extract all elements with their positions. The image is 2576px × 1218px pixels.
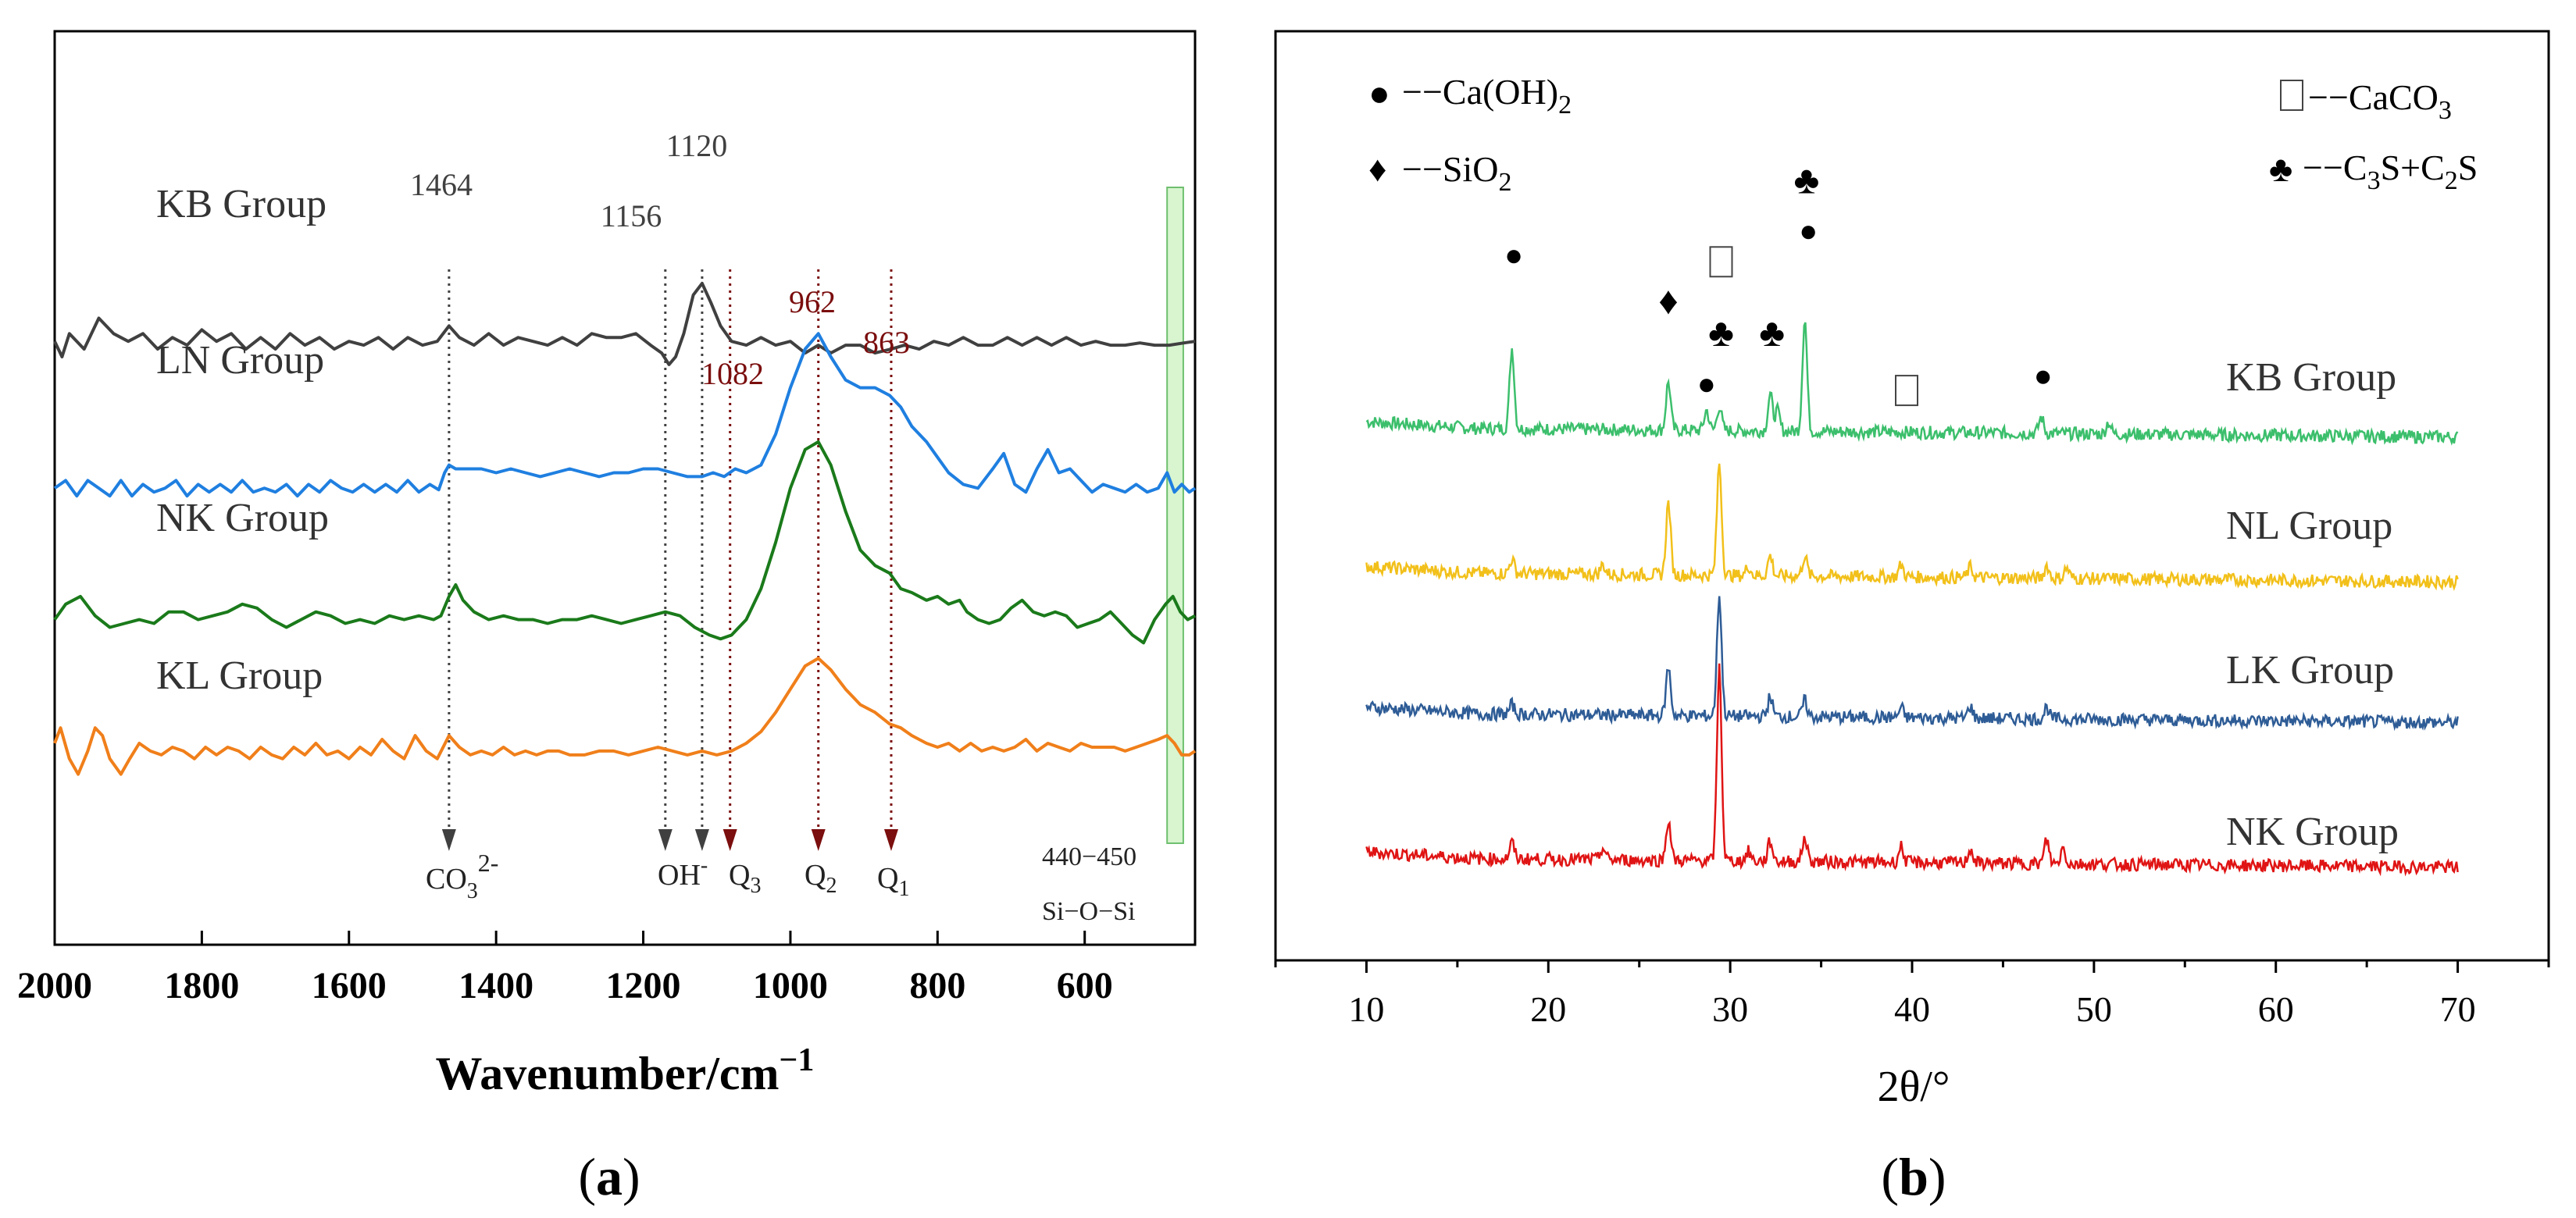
caoh2-marker-icon: ● <box>2034 358 2053 394</box>
legend-c3s-c2s: ♣ −−C3S+C2S <box>2269 148 2478 195</box>
a-tick-label-2000: 2000 <box>17 965 92 1006</box>
caco3-marker-icon <box>1709 246 1733 278</box>
a-label-kb: KB Group <box>156 182 326 226</box>
sio2-marker-icon: ♦ <box>1658 279 1679 322</box>
label-co3: CO32- <box>426 849 498 903</box>
ftir-series-ln-group <box>53 332 1197 498</box>
a-label-kl: KL Group <box>156 654 323 698</box>
svg-text:−−Ca(OH)2: −−Ca(OH)2 <box>1402 72 1572 119</box>
b-tick-label-40: 40 <box>1894 989 1930 1029</box>
peak-962: 962 <box>789 284 836 319</box>
band-marker-arrowhead-1464 <box>441 829 456 851</box>
band-marker-arrowhead-1120 <box>694 829 709 851</box>
a-tick-label-600: 600 <box>1057 965 1113 1006</box>
a-tick-label-800: 800 <box>909 965 965 1006</box>
peak-1120: 1120 <box>666 128 728 163</box>
b-label-lk: LK Group <box>2226 648 2394 693</box>
svg-text:−−CaCO3: −−CaCO3 <box>2308 77 2452 125</box>
label-q1: Q1 <box>877 862 909 901</box>
peak-863: 863 <box>863 325 910 360</box>
b-tick-label-60: 60 <box>2258 989 2294 1029</box>
legend-sio2: ♦ −−SiO2 <box>1368 149 1511 197</box>
b-label-kb: KB Group <box>2226 355 2396 400</box>
band-marker-arrowhead-962 <box>811 829 826 851</box>
label-si-group: Si−O−Si <box>1042 897 1136 926</box>
panel-a-x-ticks: 2000 1800 1600 1400 1200 1000 800 600 <box>17 931 1113 1006</box>
a-tick-label-1600: 1600 <box>312 965 387 1006</box>
c3s-c2s-marker-icon: ♣ <box>1794 158 1820 201</box>
panel-a-highlight-band <box>1166 187 1184 844</box>
a-label-nk: NK Group <box>156 496 329 540</box>
b-tick-label-10: 10 <box>1348 989 1384 1029</box>
panel-b-peak-markers: ● ♦ ● ♣ ♣ ♣ ● ● <box>1504 158 2053 407</box>
b-tick-label-20: 20 <box>1530 989 1566 1029</box>
b-tick-label-70: 70 <box>2440 989 2476 1029</box>
legend-club-symbol-icon: ♣ <box>2269 149 2292 189</box>
legend-caoh: ● −−Ca(OH)2 <box>1368 72 1572 119</box>
b-x-axis-title: 2θ/° <box>1878 1063 1950 1111</box>
band-marker-arrowhead-1170 <box>658 829 673 851</box>
ftir-series-kl-group <box>53 657 1197 776</box>
label-oh: OH- <box>658 853 708 892</box>
band-marker-arrowhead-1082 <box>722 829 737 851</box>
panel-b-caption: (b) <box>1881 1147 1946 1206</box>
a-tick-label-1000: 1000 <box>753 965 828 1006</box>
legend-sio2-symbol-icon: ♦ <box>1368 149 1386 189</box>
xrd-series-lk-group <box>1365 596 2459 732</box>
c3s-c2s-marker-icon: ♣ <box>1759 311 1785 354</box>
caoh2-marker-icon: ● <box>1504 237 1523 272</box>
legend-caco3: −−CaCO3 <box>2280 77 2452 125</box>
a-tick-label-1200: 1200 <box>606 965 681 1006</box>
b-tick-label-30: 30 <box>1712 989 1748 1029</box>
caco3-marker-icon <box>1895 375 1919 407</box>
ftir-series-nk-group <box>53 440 1196 645</box>
b-tick-label-50: 50 <box>2076 989 2112 1029</box>
panel-a-band-markers <box>441 269 898 851</box>
caoh2-marker-icon: ● <box>1697 366 1716 401</box>
xrd-series-nk-group <box>1365 663 2459 877</box>
a-x-axis-title: Wavenumber/cm−1 <box>436 1042 815 1099</box>
a-label-ln: LN Group <box>156 338 324 383</box>
panel-a-series <box>53 281 1197 776</box>
legend-caco3-square-icon <box>2280 80 2303 111</box>
label-si-range: 440−450 <box>1042 842 1136 871</box>
b-label-nl: NL Group <box>2226 504 2392 548</box>
label-q2: Q2 <box>805 859 837 898</box>
panel-a-caption: (a) <box>578 1147 640 1206</box>
band-marker-arrowhead-863 <box>883 829 898 851</box>
svg-text:−−SiO2: −−SiO2 <box>1402 149 1511 197</box>
peak-1082: 1082 <box>701 356 764 391</box>
ftir-series-kb-group <box>53 281 1196 366</box>
legend-caoh-symbol-icon: ● <box>1368 73 1390 113</box>
xrd-series-kb-group <box>1365 322 2459 446</box>
a-tick-label-1400: 1400 <box>458 965 533 1006</box>
panel-b-x-ticks: 10 20 30 40 50 60 70 <box>1274 960 2550 1029</box>
peak-1464: 1464 <box>410 167 473 202</box>
xrd-series-nl-group <box>1365 463 2459 591</box>
label-q3: Q3 <box>729 859 761 898</box>
b-label-nk: NK Group <box>2226 810 2399 854</box>
c3s-c2s-marker-icon: ♣ <box>1708 311 1734 354</box>
si-o-si-highlight-band <box>1166 187 1184 844</box>
caoh2-marker-icon: ● <box>1799 213 1818 248</box>
panel-b-series <box>1365 322 2459 877</box>
svg-text:−−C3S+C2S: −−C3S+C2S <box>2303 148 2478 195</box>
peak-1156: 1156 <box>601 198 662 233</box>
a-tick-label-1800: 1800 <box>164 965 239 1006</box>
